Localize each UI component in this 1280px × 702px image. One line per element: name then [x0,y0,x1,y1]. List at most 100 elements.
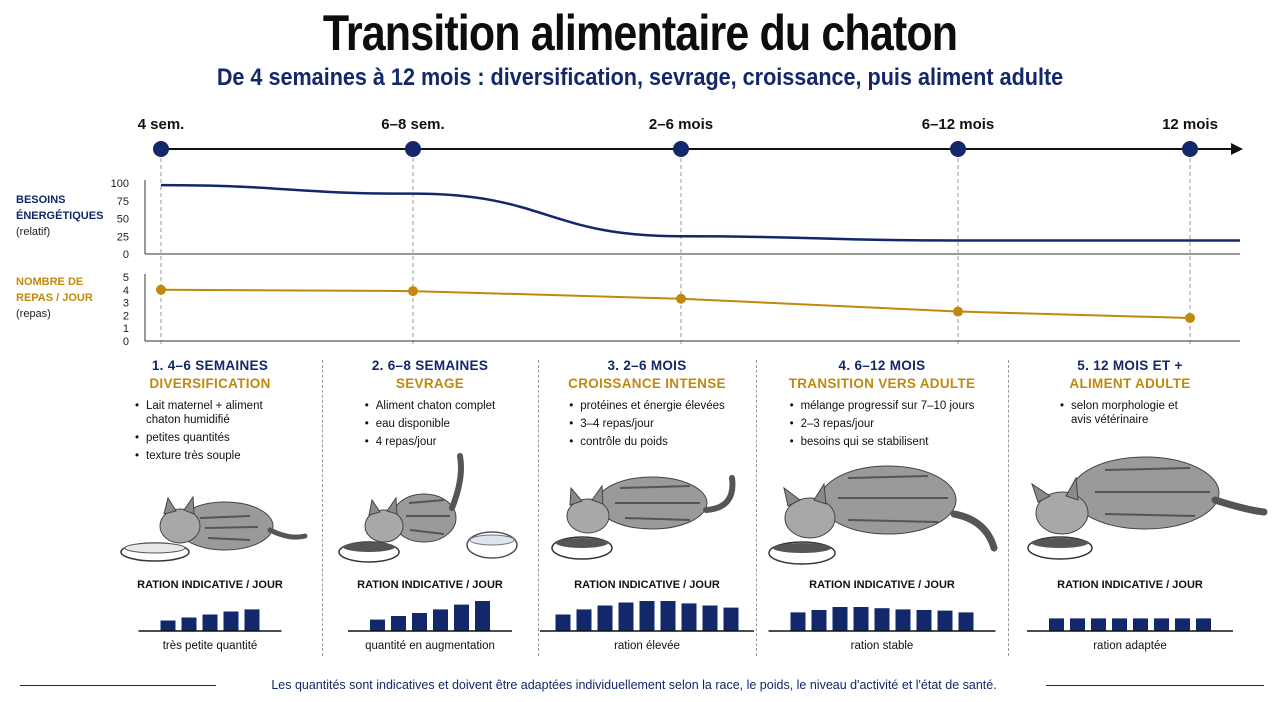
ration-bar [391,616,406,631]
stage-phase: SEVRAGE [395,376,465,391]
ration-bar [1070,618,1085,631]
ration-bar [660,601,676,631]
ration-title: RATION INDICATIVE / JOUR [137,579,283,591]
ration-bar [618,602,634,631]
meals-tick-label: 0 [123,336,129,348]
ration-bar [160,620,176,631]
timeline-arrowhead [1231,143,1243,155]
ration-bar [1154,618,1169,631]
page-subtitle: De 4 semaines à 12 mois : diversificatio… [216,64,1064,91]
meals-tick-label: 4 [123,285,129,297]
ration-bar [916,610,932,631]
stage-phase: CROISSANCE INTENSE [568,376,726,391]
stage-1-panel: 1. 4–6 SEMAINES DIVERSIFICATION Lait mat… [100,358,320,658]
ration-bar [790,612,806,631]
stage-bullets: selon morphologie et avis vétérinaire [1060,399,1200,431]
ration-bar [811,610,827,631]
ration-bar [370,619,385,631]
bullet-item: 3–4 repas/jour [569,417,725,431]
ration-bar [181,617,197,631]
meals-axis-label: NOMBRE DE REPAS / JOUR (repas) [16,276,93,320]
milestone-dot [153,141,169,157]
meals-tick-label: 2 [123,310,129,322]
footer-rule-right [1046,685,1264,686]
kitten-eating-illustration [338,453,518,563]
stage-heading: 1. 4–6 SEMAINES [151,358,269,373]
energy-series-line [160,183,1240,242]
ration-title: RATION INDICATIVE / JOUR [1057,579,1203,591]
page-title: Transition alimentaire du chaton [322,5,958,61]
stage-separator [756,360,757,656]
ration-title: RATION INDICATIVE / JOUR [357,579,503,591]
stage-bullets: Aliment chaton complet eau disponible 4 … [365,399,496,453]
milestone-dot [405,141,421,157]
ration-bar [433,609,448,631]
milestone-label: 12 mois [1162,116,1218,133]
stage-heading: 3. 2–6 MOIS [607,358,687,373]
stage-phase: DIVERSIFICATION [149,376,271,391]
bullet-item: Lait maternel + aliment chaton humidifié [135,399,285,427]
meals-point [953,306,963,317]
bullet-item: besoins qui se stabilisent [790,435,975,449]
ration-bar [937,610,953,631]
energy-axis-label: BESOINS ÉNERGÉTIQUES (relatif) [16,194,104,238]
ration-bar [1175,618,1190,631]
milestone-dot [1182,141,1198,157]
bullet-item: texture très souple [135,449,285,463]
ration-bar [597,605,613,631]
cat-eating-illustration [768,465,998,565]
ration-bar [639,601,655,631]
stage-bullets: protéines et énergie élevées 3–4 repas/j… [569,399,725,453]
ration-caption: très petite quantité [162,640,258,652]
ration-bar [723,607,739,631]
ration-caption: ration stable [850,640,914,652]
meals-series-line [160,288,1191,319]
ration-caption: quantité en augmentation [365,640,495,652]
bullet-item: selon morphologie et avis vétérinaire [1060,399,1200,427]
ration-bar [1196,618,1211,631]
energy-tick-label: 100 [111,178,129,190]
ration-bar [412,613,427,631]
ration-bar-chart [138,609,282,632]
bullet-item: protéines et énergie élevées [569,399,725,413]
ration-bar [681,603,697,631]
ration-bar [1112,618,1127,631]
bullet-item: 2–3 repas/jour [790,417,975,431]
ration-bar [244,609,260,631]
milestone-label: 2–6 mois [649,116,713,133]
stage-bullets: Lait maternel + aliment chaton humidifié… [135,399,285,467]
bullet-item: eau disponible [365,417,496,431]
meals-point [676,293,686,304]
meals-tick-label: 3 [123,298,129,310]
ration-bar-chart [1027,618,1233,632]
stage-separator [538,360,539,656]
bullet-item: contrôle du poids [569,435,725,449]
stage-2-panel: 2. 6–8 SEMAINES SEVRAGE Aliment chaton c… [324,358,536,658]
meals-point [408,286,418,297]
stage-separator [322,360,323,656]
stage-heading: 2. 6–8 SEMAINES [371,358,489,373]
stage-separator [1008,360,1009,656]
milestone-label: 6–12 mois [922,116,995,133]
stage-bullets: mélange progressif sur 7–10 jours 2–3 re… [790,399,975,453]
bullet-item: petites quantités [135,431,285,445]
stage-4-panel: 4. 6–12 MOIS TRANSITION VERS ADULTE méla… [758,358,1006,658]
ration-bar [853,607,869,631]
milestone-label: 4 sem. [138,116,185,133]
ration-bar-chart [348,601,512,632]
meals-tick-label: 5 [123,272,129,284]
ration-bar [958,612,974,631]
ration-bar [702,605,718,631]
stage-3-panel: 3. 2–6 MOIS CROISSANCE INTENSE protéines… [540,358,754,658]
ration-caption: ration élevée [614,640,680,652]
ration-bar [576,609,592,631]
cat-eating-illustration [1027,456,1268,560]
milestone-label: 6–8 sem. [381,116,444,133]
ration-title: RATION INDICATIVE / JOUR [574,579,720,591]
milestone-dot [950,141,966,157]
ration-bar [475,601,490,631]
bullet-item: mélange progressif sur 7–10 jours [790,399,975,413]
footer-note: Les quantités sont indicatives et doiven… [271,678,997,692]
timeline-chart: 4 sem. 6–8 sem. 2–6 mois 6–12 mois 12 mois 0 2… [111,116,1243,348]
milestone-dot [673,141,689,157]
